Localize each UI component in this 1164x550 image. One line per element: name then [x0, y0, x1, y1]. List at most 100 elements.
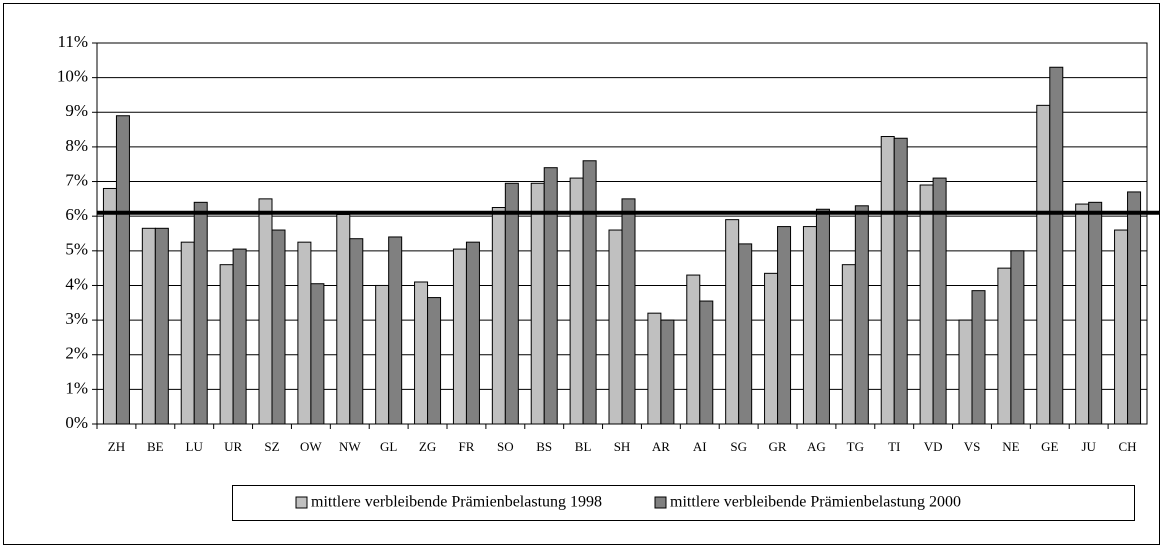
- legend-swatch: [654, 496, 667, 509]
- bar: [1088, 201, 1103, 425]
- x-tick-label: CH: [1119, 439, 1137, 454]
- bar: [699, 300, 714, 425]
- x-tick-label: GL: [380, 439, 397, 454]
- bar: [349, 238, 364, 425]
- y-tick-label: 2%: [65, 344, 88, 363]
- x-tick-label: SZ: [264, 439, 279, 454]
- bar: [491, 207, 506, 425]
- x-tick-label: TI: [888, 439, 900, 454]
- bar: [465, 241, 480, 425]
- bar: [427, 297, 442, 425]
- y-tick-label: 8%: [65, 136, 88, 155]
- bar: [193, 201, 208, 425]
- bar: [569, 177, 584, 425]
- x-tick-label: VS: [964, 439, 981, 454]
- x-tick-label: SG: [730, 439, 747, 454]
- x-tick-label: FR: [458, 439, 474, 454]
- y-tick-label: 10%: [57, 67, 88, 86]
- bar: [530, 182, 545, 425]
- bar: [582, 160, 597, 425]
- bar: [297, 241, 312, 425]
- x-tick-label: LU: [186, 439, 204, 454]
- legend-label: mittlere verbleibende Prämienbelastung 1…: [311, 494, 602, 511]
- bar: [1010, 250, 1025, 425]
- chart-frame: [3, 3, 1160, 545]
- y-tick-label: 1%: [65, 378, 88, 397]
- bar: [271, 229, 286, 425]
- bar: [1127, 191, 1142, 425]
- bar: [893, 137, 908, 425]
- x-tick-label: ZG: [419, 439, 436, 454]
- bar: [932, 177, 947, 425]
- bar: [802, 226, 817, 425]
- bar: [543, 167, 558, 425]
- x-tick-label: ZH: [108, 439, 125, 454]
- bar: [1036, 104, 1051, 425]
- x-tick-label: TG: [847, 439, 864, 454]
- y-tick-label: 11%: [57, 32, 88, 51]
- x-tick-label: AR: [652, 439, 670, 454]
- x-tick-label: BL: [575, 439, 592, 454]
- y-tick-label: 4%: [65, 274, 88, 293]
- x-tick-label: JU: [1081, 439, 1096, 454]
- y-tick-label: 6%: [65, 205, 88, 224]
- bar: [102, 187, 117, 425]
- bar: [880, 136, 895, 425]
- bar: [310, 283, 325, 425]
- bar: [647, 312, 662, 425]
- bar: [725, 219, 740, 425]
- bar: [388, 236, 403, 425]
- bar: [375, 284, 390, 425]
- bar: [115, 115, 130, 425]
- bar: [219, 264, 234, 425]
- x-tick-label: UR: [224, 439, 242, 454]
- bar: [621, 198, 636, 425]
- x-tick-label: AI: [693, 439, 707, 454]
- bar: [258, 198, 273, 425]
- bar: [336, 213, 351, 425]
- x-tick-label: NE: [1002, 439, 1019, 454]
- bar: [1049, 66, 1064, 425]
- legend-swatch: [295, 496, 308, 509]
- bar: [919, 184, 934, 425]
- bar: [1114, 229, 1129, 425]
- bar: [854, 205, 869, 425]
- bar: [841, 264, 856, 425]
- y-tick-label: 7%: [65, 170, 88, 189]
- bar: [452, 248, 467, 425]
- bar: [1075, 203, 1090, 425]
- bar: [958, 319, 973, 425]
- bar: [504, 182, 519, 425]
- bar: [815, 208, 830, 425]
- bar: [232, 248, 247, 425]
- x-tick-label: VD: [924, 439, 943, 454]
- x-tick-label: BE: [147, 439, 164, 454]
- x-tick-label: AG: [807, 439, 826, 454]
- x-tick-label: BS: [536, 439, 552, 454]
- x-tick-label: GR: [769, 439, 787, 454]
- legend-label: mittlere verbleibende Prämienbelastung 2…: [670, 494, 961, 511]
- bar: [764, 272, 779, 425]
- bar: [777, 226, 792, 425]
- x-tick-label: SH: [614, 439, 631, 454]
- bar: [141, 227, 156, 425]
- bar: [180, 241, 195, 425]
- x-tick-label: GE: [1041, 439, 1058, 454]
- bar: [608, 229, 623, 425]
- bar: [154, 227, 169, 425]
- y-tick-label: 9%: [65, 101, 88, 120]
- x-tick-label: NW: [339, 439, 361, 454]
- legend-frame: [232, 485, 1135, 521]
- y-tick-label: 0%: [65, 413, 88, 432]
- bar: [686, 274, 701, 425]
- y-tick-label: 3%: [65, 309, 88, 328]
- bar: [414, 281, 429, 425]
- bar: [997, 267, 1012, 425]
- bar: [660, 319, 675, 425]
- x-tick-label: OW: [300, 439, 322, 454]
- bar: [738, 243, 753, 425]
- x-tick-label: SO: [497, 439, 514, 454]
- bar: [971, 290, 986, 425]
- y-tick-label: 5%: [65, 240, 88, 259]
